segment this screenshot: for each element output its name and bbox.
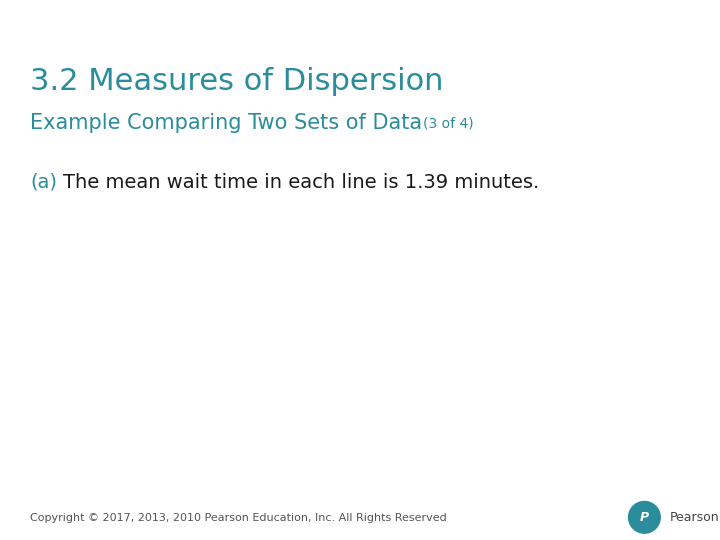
Text: Example Comparing Two Sets of Data: Example Comparing Two Sets of Data [30,113,423,133]
Text: 3.2 Measures of Dispersion: 3.2 Measures of Dispersion [30,68,444,97]
Text: Pearson: Pearson [670,511,719,524]
Text: P: P [640,511,649,524]
Text: (a): (a) [30,173,58,192]
Text: (3 of 4): (3 of 4) [423,116,473,130]
Ellipse shape [629,502,660,533]
Text: Copyright © 2017, 2013, 2010 Pearson Education, Inc. All Rights Reserved: Copyright © 2017, 2013, 2010 Pearson Edu… [30,514,447,523]
Text: The mean wait time in each line is 1.39 minutes.: The mean wait time in each line is 1.39 … [63,173,539,192]
